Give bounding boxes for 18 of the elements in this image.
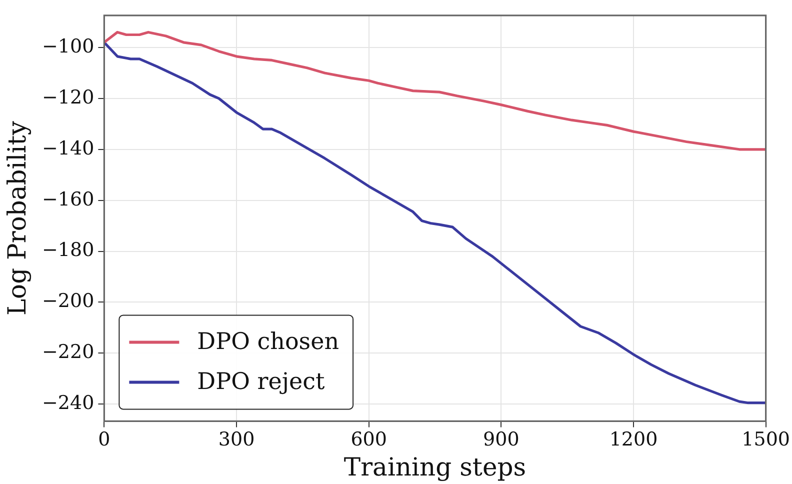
- y-tick-label: −220: [42, 341, 94, 364]
- y-tick-label: −160: [42, 188, 94, 210]
- x-axis-title: Training steps: [344, 452, 526, 482]
- x-tick-label: 900: [483, 428, 520, 451]
- y-tick-label: −180: [42, 239, 94, 262]
- x-tick-label: 600: [350, 428, 387, 451]
- y-tick-label: −200: [42, 290, 94, 312]
- x-tick-label: 0: [98, 428, 110, 451]
- legend-label: DPO reject: [197, 369, 326, 396]
- y-tick-label: −140: [42, 137, 94, 160]
- y-tick-label: −120: [42, 86, 94, 108]
- y-tick-label: −100: [42, 35, 94, 58]
- y-tick-label: −240: [42, 392, 94, 414]
- x-tick-label: 300: [218, 428, 255, 451]
- y-axis-title: Log Probability: [2, 120, 32, 316]
- x-tick-label: 1200: [609, 428, 658, 451]
- legend-label: DPO chosen: [197, 329, 340, 356]
- x-tick-label: 1500: [742, 428, 790, 451]
